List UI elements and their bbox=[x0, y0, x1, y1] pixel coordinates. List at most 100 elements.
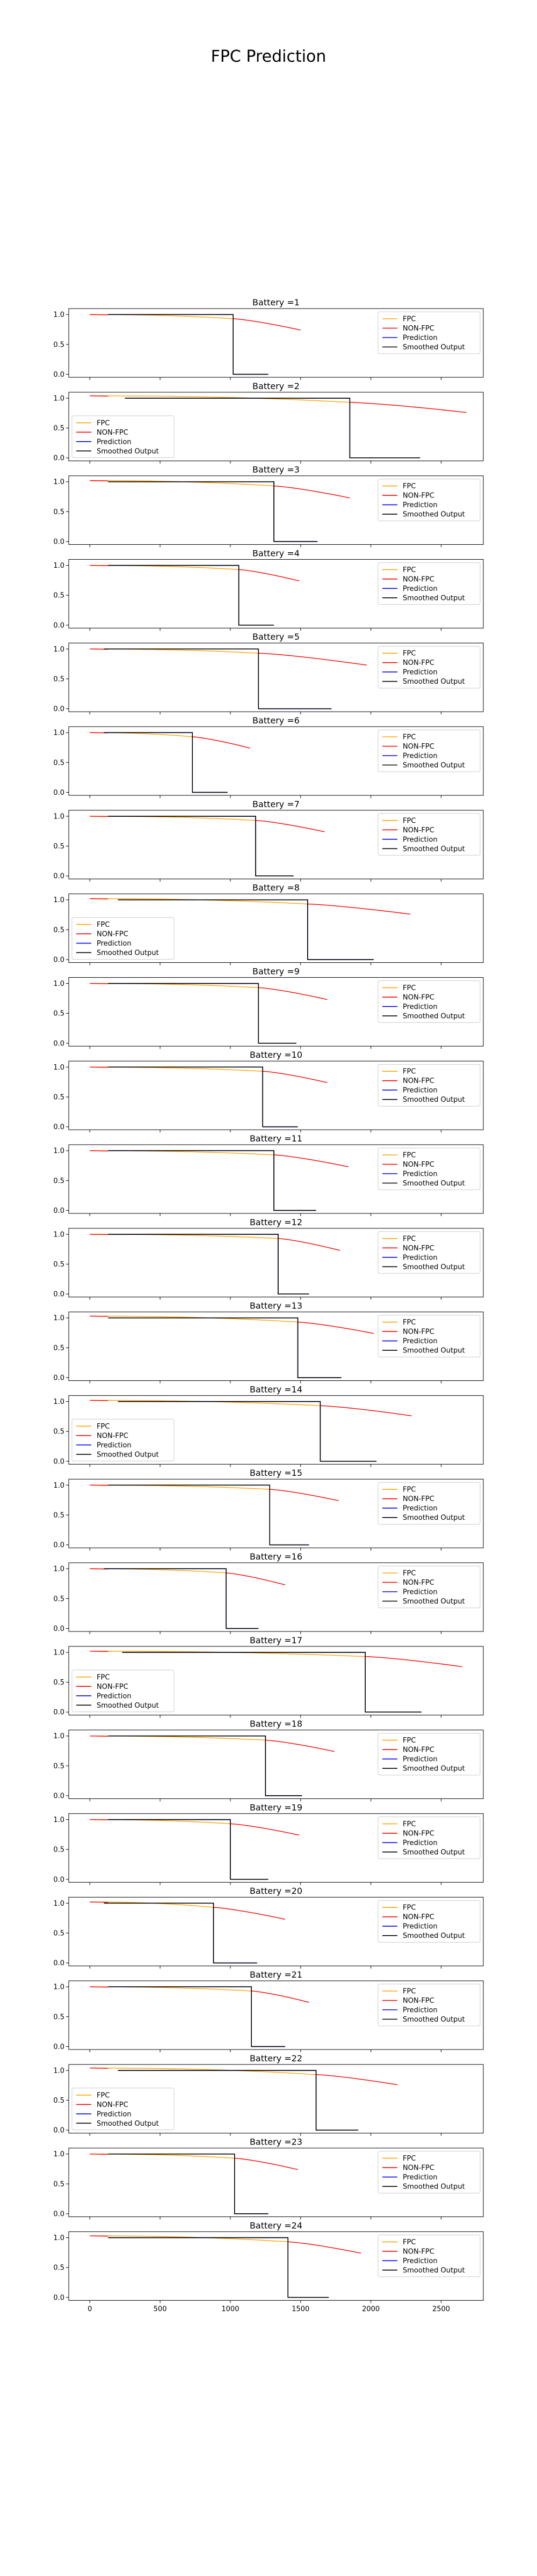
smoothed-output-series bbox=[108, 1317, 342, 1378]
smoothed-output-series bbox=[108, 565, 274, 626]
prediction-series bbox=[108, 1150, 316, 1211]
legend-label: Prediction bbox=[97, 2110, 132, 2118]
y-tick-label: 0.0 bbox=[53, 956, 64, 964]
panel-title: Battery =7 bbox=[252, 799, 300, 809]
y-tick-label: 0.5 bbox=[53, 592, 64, 600]
panel-18: Battery =18 0.0 0.5 1.0 FPCNON-FPCPrediction… bbox=[53, 1719, 484, 1802]
legend-label: Prediction bbox=[403, 334, 438, 342]
non-fpc-series bbox=[316, 2074, 398, 2085]
y-tick-label: 1.0 bbox=[53, 1398, 64, 1406]
legend-box bbox=[378, 2234, 481, 2277]
legend-label: NON-FPC bbox=[403, 1913, 434, 1921]
fpc-series bbox=[90, 1986, 252, 1992]
legend-label: Prediction bbox=[403, 1839, 438, 1847]
prediction-series bbox=[108, 1819, 268, 1880]
fpc-series bbox=[90, 983, 259, 989]
legend-box bbox=[71, 2088, 175, 2131]
y-tick-label: 0.0 bbox=[53, 705, 64, 713]
non-fpc-series bbox=[230, 1823, 300, 1836]
y-tick-label: 0.0 bbox=[53, 1374, 64, 1382]
non-fpc-series bbox=[307, 903, 410, 915]
panel-1: Battery =1 0.0 0.5 1.0 FPCNON-FPCPredictionS… bbox=[53, 297, 484, 380]
non-fpc-series bbox=[251, 1990, 309, 2003]
non-fpc-series bbox=[226, 1572, 286, 1585]
legend-label: FPC bbox=[403, 1152, 416, 1160]
fpc-series bbox=[90, 816, 256, 821]
fpc-series bbox=[90, 1150, 274, 1155]
legend-label: FPC bbox=[97, 921, 110, 929]
legend-label: NON-FPC bbox=[403, 993, 434, 1001]
legend-label: FPC bbox=[403, 734, 416, 742]
legend-label: NON-FPC bbox=[403, 2248, 434, 2256]
y-tick-label: 1.0 bbox=[53, 2150, 64, 2158]
legend-label: Prediction bbox=[403, 1087, 438, 1095]
smoothed-output-series bbox=[108, 1819, 268, 1880]
smoothed-output-series bbox=[118, 899, 374, 960]
panel-7: Battery =7 0.0 0.5 1.0 FPCNON-FPCPredictionS… bbox=[53, 799, 484, 882]
panel-title: Battery =23 bbox=[250, 2137, 302, 2147]
y-tick-label: 0.0 bbox=[53, 1040, 64, 1048]
non-fpc-series bbox=[270, 1489, 339, 1501]
non-fpc-series bbox=[256, 820, 325, 832]
legend-label: FPC bbox=[403, 1068, 416, 1076]
non-fpc-series bbox=[233, 318, 301, 331]
legend-box bbox=[71, 1670, 175, 1713]
axes-frame bbox=[68, 642, 484, 712]
y-tick-label: 1.0 bbox=[53, 1147, 64, 1155]
y-tick-label: 1.0 bbox=[53, 1314, 64, 1322]
fpc-series bbox=[90, 1568, 227, 1574]
smoothed-output-series bbox=[108, 481, 318, 542]
fpc-series bbox=[90, 1066, 263, 1072]
axes-frame bbox=[68, 1730, 484, 1799]
fpc-series bbox=[90, 1484, 270, 1490]
legend-label: Prediction bbox=[403, 1755, 438, 1763]
legend-label: FPC bbox=[97, 419, 110, 427]
prediction-series bbox=[108, 1318, 342, 1378]
y-tick-label: 0.0 bbox=[53, 1709, 64, 1717]
prediction-series bbox=[108, 1986, 286, 2047]
legend-box bbox=[378, 1231, 481, 1274]
y-tick-label: 1.0 bbox=[53, 1482, 64, 1490]
non-fpc-series bbox=[297, 1321, 374, 1334]
legend-label: NON-FPC bbox=[403, 575, 434, 583]
legend-label: FPC bbox=[403, 482, 416, 491]
legend-box bbox=[378, 1064, 481, 1107]
axes-frame bbox=[68, 1980, 484, 2050]
y-tick-label: 0.5 bbox=[53, 759, 64, 767]
legend-label: NON-FPC bbox=[403, 743, 434, 751]
legend-label: Smoothed Output bbox=[403, 2016, 465, 2024]
legend-label: FPC bbox=[403, 650, 416, 658]
y-tick-label: 0.0 bbox=[53, 2043, 64, 2051]
y-tick-label: 0.0 bbox=[53, 538, 64, 546]
y-tick-label: 0.5 bbox=[53, 2180, 64, 2189]
axes-frame bbox=[68, 726, 484, 796]
y-tick-label: 0.5 bbox=[53, 1428, 64, 1436]
axes-frame bbox=[68, 977, 484, 1046]
legend-label: Prediction bbox=[403, 2257, 438, 2265]
non-fpc-start-series bbox=[90, 2154, 108, 2155]
y-tick-label: 0.5 bbox=[53, 1261, 64, 1269]
prediction-series bbox=[108, 2154, 268, 2214]
y-tick-label: 0.5 bbox=[53, 2013, 64, 2021]
legend-label: Prediction bbox=[403, 1923, 438, 1931]
legend-label: Smoothed Output bbox=[97, 949, 159, 957]
panel-13: Battery =13 0.0 0.5 1.0 FPCNON-FPCPrediction… bbox=[53, 1301, 484, 1384]
legend-label: Prediction bbox=[403, 501, 438, 509]
legend-label: NON-FPC bbox=[97, 2101, 128, 2109]
axes-frame bbox=[68, 2064, 484, 2134]
fpc-series bbox=[90, 2154, 235, 2159]
legend-label: Prediction bbox=[403, 2174, 438, 2182]
fpc-series bbox=[90, 2235, 288, 2243]
